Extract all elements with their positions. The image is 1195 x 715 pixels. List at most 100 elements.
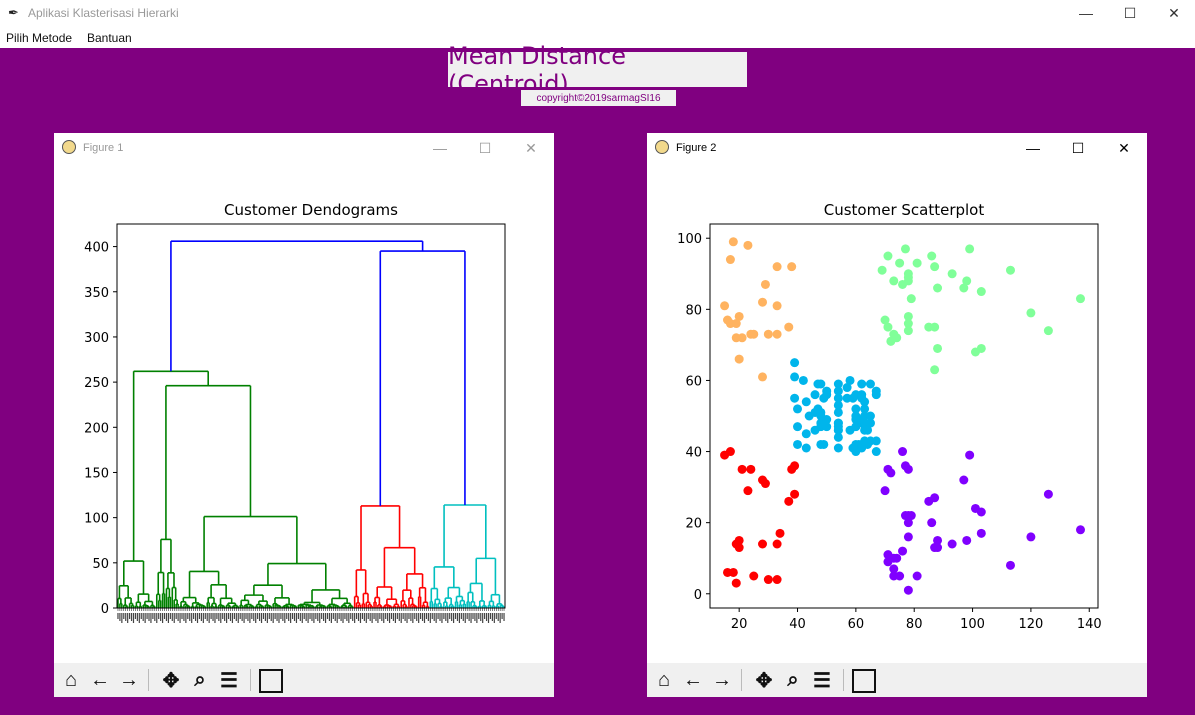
home-icon[interactable]: ⌂ [657,668,671,691]
scatter-point [737,333,747,343]
zoom-icon[interactable]: ⌕ [787,668,799,691]
scatter-point [930,262,940,272]
leaf-label [204,613,206,619]
scatter-point [793,422,803,432]
leaf-label [340,613,342,621]
figure2-maximize-button[interactable]: ☐ [1071,139,1085,156]
leaf-label [189,613,191,621]
scatter-point [1075,294,1085,304]
leaf-label [297,613,299,619]
leaf-label [421,613,424,621]
leaf-label [216,613,218,619]
leaf-label [129,613,131,619]
leaf-label [251,613,253,619]
leaf-label [130,613,133,621]
leaf-label [332,613,334,619]
maximize-button[interactable]: ☐ [1123,4,1137,21]
leaf-label [373,613,375,619]
leaf-label [402,613,404,619]
zoom-icon[interactable]: ⌕ [194,668,206,691]
close-button[interactable]: ✕ [1168,4,1180,21]
forward-icon[interactable]: → [712,668,732,691]
scatter-point [758,297,768,307]
y-tick-label: 20 [685,517,702,532]
scatter-point [1043,489,1053,499]
scatter-point [772,575,782,585]
leaf-label [272,613,274,623]
scatter-point [965,244,975,254]
leaf-label [282,613,284,621]
figure1-maximize-button[interactable]: ☐ [478,139,492,156]
leaf-label [291,613,294,619]
figure1-minimize-button[interactable]: — [433,140,447,156]
leaf-label [381,613,383,621]
figure2-close-button[interactable]: ✕ [1118,139,1130,156]
leaf-label [346,613,348,621]
leaf-label [418,613,420,623]
leaf-label [350,613,352,619]
leaf-label [231,613,234,623]
scatter-point [842,383,852,393]
y-tick-label: 350 [84,286,109,301]
forward-icon[interactable]: → [119,668,139,691]
leaf-label [280,613,282,619]
minimize-button[interactable]: — [1079,5,1093,21]
scatter-point [833,400,843,410]
save-icon[interactable] [259,669,283,693]
leaf-label [229,613,232,621]
home-icon[interactable]: ⌂ [64,668,78,691]
figure1-close-button[interactable]: ✕ [525,139,537,156]
y-tick-label: 80 [685,303,702,318]
scatter-point [763,575,773,585]
y-tick-label: 100 [84,512,109,527]
scatter-point [898,447,908,457]
scatter-point [959,283,969,293]
leaf-label [210,613,212,619]
leaf-label [367,613,369,619]
scatter-point [903,585,913,595]
leaf-label [253,613,255,621]
leaf-label [154,613,156,621]
back-icon[interactable]: ← [683,668,703,691]
leaf-label [336,613,338,623]
leaf-label [431,613,433,619]
scatter-point [889,276,899,286]
scatter-point [734,543,744,553]
leaf-label [276,613,278,621]
back-icon[interactable]: ← [90,668,110,691]
leaf-label [218,613,220,621]
figure2-minimize-button[interactable]: — [1026,140,1040,156]
leaf-label [371,613,373,623]
scatter-point [900,244,910,254]
scatter-point [734,535,744,545]
leaf-label [342,613,344,623]
pan-icon[interactable]: ✥ [162,669,180,692]
leaf-label [495,613,497,619]
leaf-label [423,613,426,623]
scatter-point [976,287,986,297]
leaf-label [439,613,441,621]
leaf-label [299,613,301,621]
scatter-point [883,322,893,332]
scatter-point [734,354,744,364]
scatter-point [775,528,785,538]
pan-icon[interactable]: ✥ [755,669,773,692]
leaf-label [125,613,127,621]
configure-icon[interactable]: ☰ [813,669,831,692]
menu-pilih-metode[interactable]: Pilih Metode [6,31,73,45]
leaf-label [136,613,138,621]
menu-bantuan[interactable]: Bantuan [87,31,132,45]
leaf-label [317,613,319,621]
scatter-point [903,532,913,542]
scatter-point [903,311,913,321]
leaf-label [344,613,346,619]
menubar: Pilih Metode Bantuan [0,26,1195,48]
leaf-label [497,613,499,621]
figure2-title: Figure 2 [676,142,717,154]
save-icon[interactable] [852,669,876,693]
x-tick-label: 100 [960,617,985,632]
configure-icon[interactable]: ☰ [220,669,238,692]
scatter-point [933,543,943,553]
y-tick-label: 40 [685,446,702,461]
leaf-label [142,613,144,621]
